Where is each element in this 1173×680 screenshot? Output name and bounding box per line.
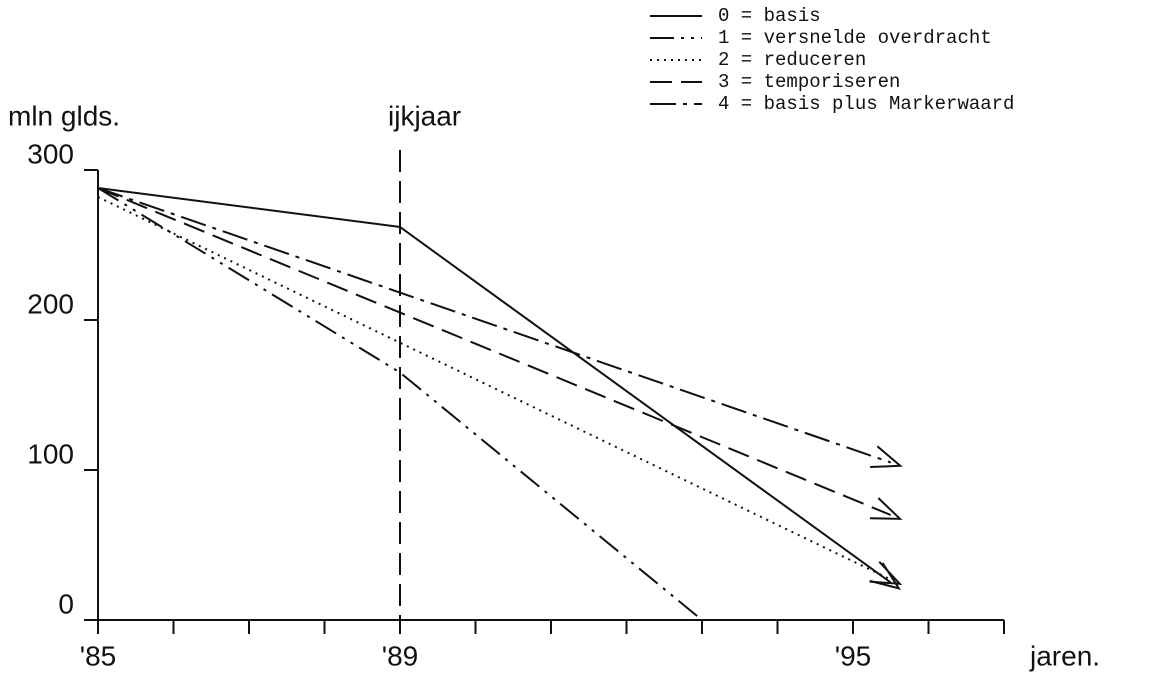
x-axis-label: jaren.	[1029, 640, 1100, 671]
x-tick-label: '85	[80, 640, 117, 671]
series-line	[97, 196, 892, 581]
reference-label: ijkjaar	[388, 100, 461, 131]
x-tick-label: '95	[835, 640, 872, 671]
series-line	[97, 187, 703, 621]
arrowhead	[869, 497, 903, 520]
legend-label: 4 = basis plus Markerwaard	[718, 93, 1014, 115]
series-line	[97, 187, 892, 464]
legend-label: 3 = temporiseren	[718, 71, 900, 93]
arrowhead	[869, 561, 903, 586]
y-tick-label: 200	[27, 288, 74, 319]
y-axis-label: mln glds.	[8, 100, 120, 131]
y-tick-label: 100	[27, 438, 74, 469]
arrowhead	[870, 445, 903, 469]
legend-label: 0 = basis	[718, 5, 821, 27]
legend-label: 1 = versnelde overdracht	[718, 27, 992, 49]
series-line	[97, 187, 892, 516]
y-tick-label: 300	[27, 138, 74, 169]
y-tick-label: 0	[58, 588, 74, 619]
x-tick-label: '89	[382, 640, 419, 671]
series-line	[97, 187, 892, 584]
legend-label: 2 = reduceren	[718, 49, 866, 71]
